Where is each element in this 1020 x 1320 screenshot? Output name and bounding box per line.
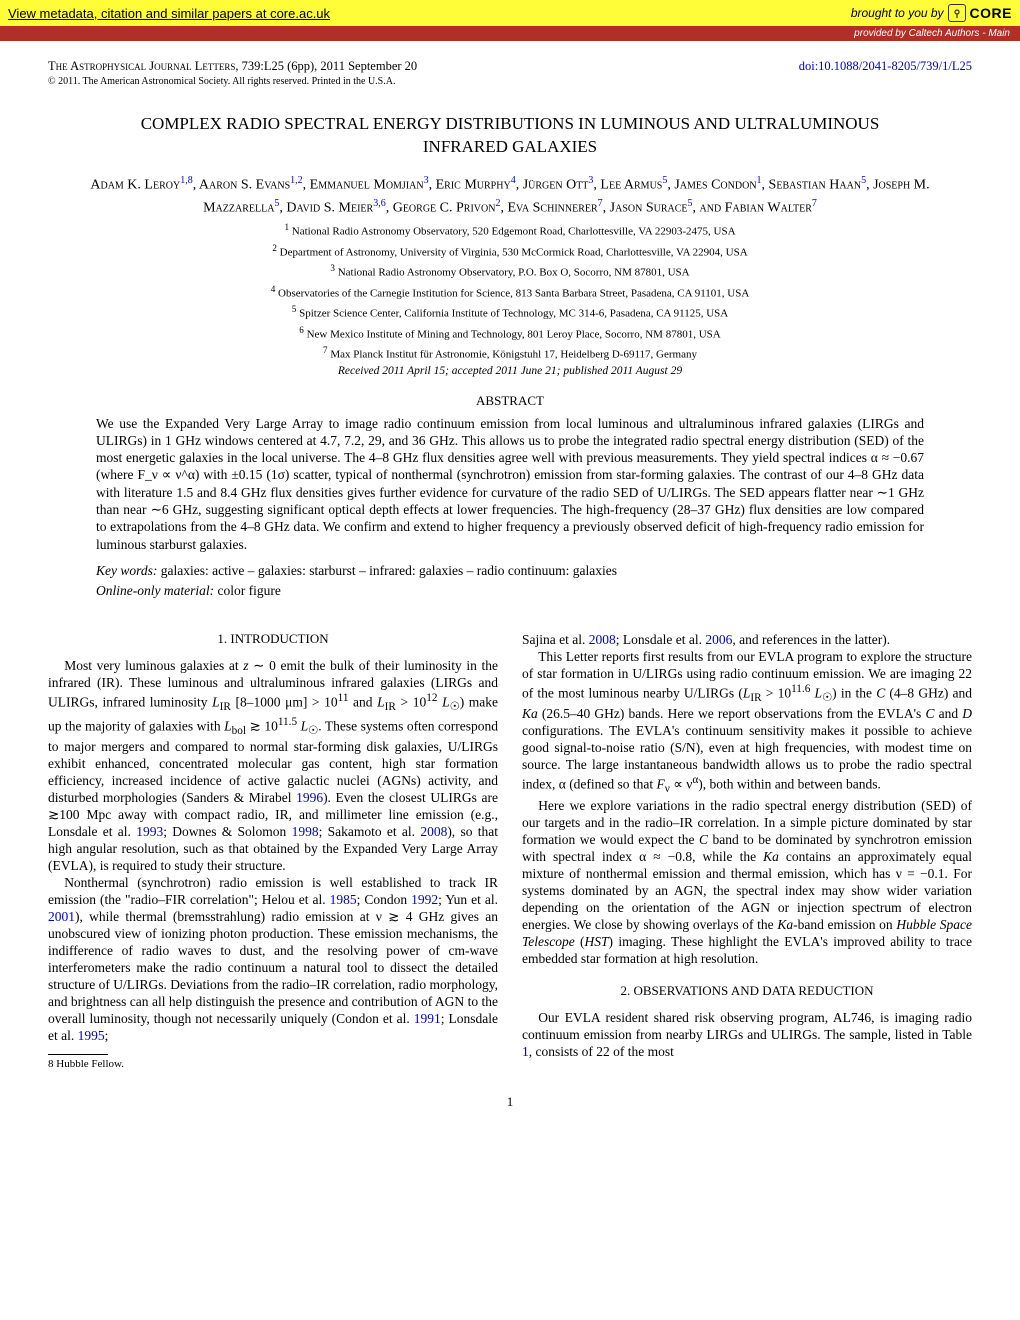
dates-line: Received 2011 April 15; accepted 2011 Ju…: [48, 365, 972, 377]
affiliation-line: 5 Spitzer Science Center, California Ins…: [48, 303, 972, 322]
core-logo: CORE: [970, 5, 1012, 21]
journal-name: The Astrophysical Journal Letters: [48, 59, 235, 73]
banner-metadata-link[interactable]: View metadata, citation and similar pape…: [8, 6, 330, 21]
affiliation-line: 6 New Mexico Institute of Mining and Tec…: [48, 324, 972, 343]
paper-title: COMPLEX RADIO SPECTRAL ENERGY DISTRIBUTI…: [128, 113, 892, 159]
journal-header: The Astrophysical Journal Letters, 739:L…: [48, 59, 972, 74]
intro-p2: Nonthermal (synchrotron) radio emission …: [48, 874, 498, 1044]
col2-p1: Sajina et al. 2008; Lonsdale et al. 2006…: [522, 631, 972, 648]
online-only-line: Online-only material: color figure: [96, 583, 924, 599]
affiliation-line: 1 National Radio Astronomy Observatory, …: [48, 221, 972, 240]
copyright-line: © 2011. The American Astronomical Societ…: [48, 76, 972, 87]
author-list: Adam K. Leroy1,8, Aaron S. Evans1,2, Emm…: [78, 173, 942, 218]
banner-right: brought to you by CORE: [851, 4, 1012, 22]
provided-bar: provided by Caltech Authors - Main: [0, 26, 1020, 41]
right-column: Sajina et al. 2008; Lonsdale et al. 2006…: [522, 631, 972, 1072]
left-column: 1. INTRODUCTION Most very luminous galax…: [48, 631, 498, 1072]
affiliation-line: 2 Department of Astronomy, University of…: [48, 242, 972, 261]
footnote-8: 8 Hubble Fellow.: [48, 1058, 498, 1072]
intro-p1: Most very luminous galaxies at z ∼ 0 emi…: [48, 657, 498, 874]
online-label: Online-only material:: [96, 583, 214, 598]
keywords-label: Key words:: [96, 563, 157, 578]
journal-citation: , 739:L25 (6pp), 2011 September 20: [235, 59, 417, 73]
abstract-heading: ABSTRACT: [48, 393, 972, 409]
core-banner: View metadata, citation and similar pape…: [0, 0, 1020, 26]
section2-p1: Our EVLA resident shared risk observing …: [522, 1009, 972, 1060]
page-number: 1: [48, 1094, 972, 1110]
section-1-heading: 1. INTRODUCTION: [48, 631, 498, 647]
core-icon: [948, 4, 966, 22]
col2-p2: This Letter reports first results from o…: [522, 648, 972, 797]
affiliation-line: 7 Max Planck Institut für Astronomie, Kö…: [48, 344, 972, 363]
affiliation-line: 3 National Radio Astronomy Observatory, …: [48, 262, 972, 281]
keywords-line: Key words: galaxies: active – galaxies: …: [96, 563, 924, 579]
abstract-text: We use the Expanded Very Large Array to …: [96, 415, 924, 553]
brought-text: brought to you by: [851, 6, 944, 20]
section-2-heading: 2. OBSERVATIONS AND DATA REDUCTION: [522, 983, 972, 999]
doi-link[interactable]: doi:10.1088/2041-8205/739/1/L25: [799, 59, 972, 74]
online-text: color figure: [214, 583, 281, 598]
col2-p3: Here we explore variations in the radio …: [522, 797, 972, 967]
keywords-text: galaxies: active – galaxies: starburst –…: [157, 563, 617, 578]
footnote-separator: [48, 1054, 108, 1055]
affiliation-line: 4 Observatories of the Carnegie Institut…: [48, 283, 972, 302]
